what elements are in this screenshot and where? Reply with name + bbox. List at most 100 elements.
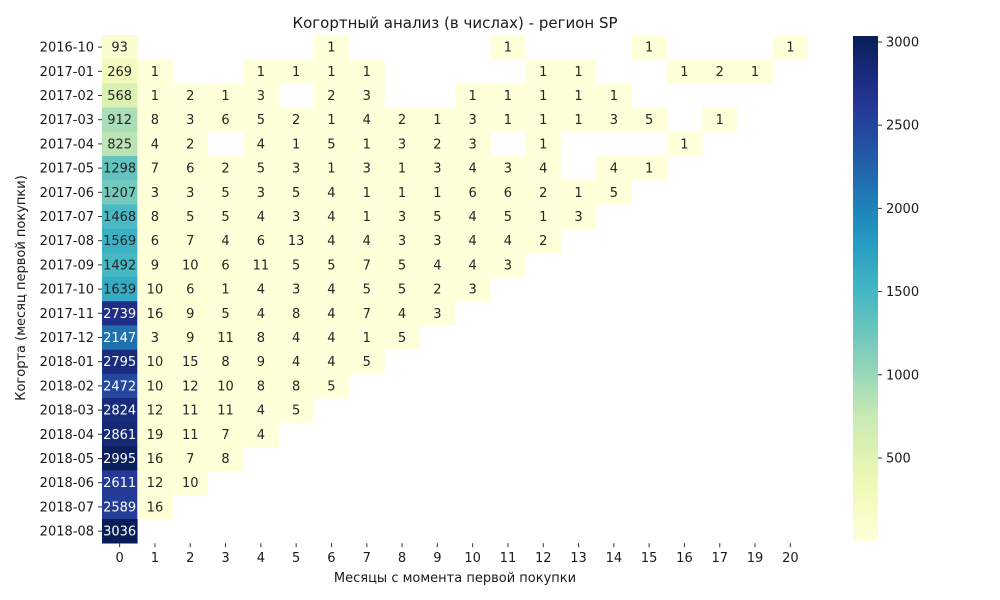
- heatmap-cell: [172, 107, 209, 133]
- cell-value-label: 1: [292, 137, 300, 152]
- y-tick-label: 2017-11: [40, 307, 94, 322]
- heatmap-cell: [349, 107, 385, 133]
- cell-value-label: 2: [292, 113, 300, 128]
- cell-value-label: 3: [433, 162, 441, 177]
- cell-value-label: 1: [751, 65, 759, 80]
- heatmap-cell: [313, 59, 350, 84]
- cell-value-label: 10: [217, 379, 234, 394]
- cell-value-label: 1: [257, 65, 265, 80]
- cell-value-label: 5: [327, 258, 335, 273]
- x-tick-label: 8: [398, 551, 406, 566]
- cell-value-label: 93: [111, 41, 128, 56]
- cell-value-label: 1: [469, 89, 477, 104]
- y-tick-label: 2017-03: [40, 113, 94, 128]
- heatmap-cell: [172, 156, 209, 181]
- cell-value-label: 11: [182, 404, 199, 419]
- cell-value-label: 5: [327, 379, 335, 394]
- heatmap-cell: [455, 277, 491, 302]
- cell-value-label: 3: [574, 210, 582, 225]
- heatmap-cell: [278, 325, 315, 350]
- cell-value-label: 6: [221, 258, 229, 273]
- heatmap-cell: [419, 180, 456, 205]
- y-tick-label: 2018-08: [40, 525, 94, 540]
- cell-value-label: 3: [186, 186, 194, 201]
- heatmap-cell: [455, 180, 491, 205]
- cell-value-label: 2995: [103, 452, 136, 467]
- heatmap-cell: [172, 277, 209, 302]
- heatmap-cell: [137, 301, 173, 326]
- heatmap-cell: [525, 228, 562, 254]
- cell-value-label: 1: [327, 162, 335, 177]
- heatmap-cell: [666, 131, 703, 157]
- x-tick-label: 17: [711, 551, 728, 566]
- cell-value-label: 8: [221, 355, 229, 370]
- cell-value-label: 2611: [103, 476, 136, 491]
- cell-value-label: 4: [257, 283, 265, 298]
- heatmap-cell: [102, 519, 138, 544]
- cell-value-label: 1: [327, 65, 335, 80]
- cell-value-label: 269: [107, 65, 132, 80]
- heatmap-cell: [102, 180, 138, 205]
- heatmap-cell: [243, 349, 279, 375]
- heatmap-cell: [137, 325, 173, 350]
- heatmap-cell: [384, 156, 420, 181]
- heatmap-cell: [419, 107, 456, 133]
- x-tick-label: 19: [747, 551, 764, 566]
- heatmap-cell: [172, 446, 209, 471]
- cell-value-label: 3: [292, 283, 300, 298]
- heatmap-cell: [490, 156, 526, 181]
- heatmap-cell: [455, 131, 491, 157]
- y-tick-label: 2018-03: [40, 404, 94, 419]
- y-tick-label: 2016-10: [40, 41, 94, 56]
- cell-value-label: 19: [147, 428, 164, 443]
- cell-value-label: 4: [257, 210, 265, 225]
- colorbar: [853, 36, 878, 541]
- heatmap-cell: [137, 228, 173, 254]
- heatmap-cell: [102, 204, 138, 229]
- heatmap-cell: [102, 301, 138, 326]
- x-tick-label: 5: [292, 551, 300, 566]
- cell-value-label: 4: [327, 186, 335, 201]
- cell-value-label: 9: [151, 258, 159, 273]
- cell-value-label: 4: [327, 234, 335, 249]
- heatmap-cell: [207, 180, 244, 205]
- cell-value-label: 4: [292, 331, 300, 346]
- cell-value-label: 1: [786, 41, 794, 56]
- heatmap-cell: [102, 349, 138, 375]
- heatmap-cell: [490, 35, 526, 60]
- cell-value-label: 12: [147, 404, 164, 419]
- heatmap-cell: [278, 59, 315, 84]
- heatmap-cell: [137, 373, 173, 399]
- heatmap-cell: [102, 277, 138, 302]
- heatmap-cell: [419, 156, 456, 181]
- heatmap-cell: [243, 83, 279, 108]
- cell-value-label: 3: [398, 137, 406, 152]
- heatmap-cell: [349, 349, 385, 375]
- heatmap-cell: [349, 83, 385, 108]
- cell-value-label: 1: [327, 41, 335, 56]
- colorbar-tick-label: 3000: [886, 35, 919, 50]
- cell-value-label: 9: [257, 355, 265, 370]
- heatmap-cell: [243, 422, 279, 447]
- heatmap-cell: [455, 83, 491, 108]
- cell-value-label: 1298: [103, 162, 136, 177]
- cell-value-label: 1569: [103, 234, 136, 249]
- y-tick-label: 2017-02: [40, 89, 94, 104]
- x-tick-label: 12: [535, 551, 552, 566]
- heatmap-cell: [243, 107, 279, 133]
- cell-value-label: 5: [221, 210, 229, 225]
- heatmap-cell: [772, 35, 809, 60]
- cell-value-label: 2: [327, 89, 335, 104]
- cell-value-label: 5: [398, 331, 406, 346]
- cell-value-label: 9: [186, 307, 194, 322]
- cell-value-label: 10: [182, 258, 199, 273]
- heatmap-cell: [349, 301, 385, 326]
- heatmap-cell: [349, 131, 385, 157]
- heatmap-cell: [525, 180, 562, 205]
- heatmap-cell: [596, 83, 632, 108]
- cell-value-label: 6: [221, 113, 229, 128]
- cell-value-label: 1: [680, 65, 688, 80]
- cell-value-label: 1: [645, 41, 653, 56]
- heatmap-cell: [349, 277, 385, 302]
- cell-value-label: 825: [107, 137, 132, 152]
